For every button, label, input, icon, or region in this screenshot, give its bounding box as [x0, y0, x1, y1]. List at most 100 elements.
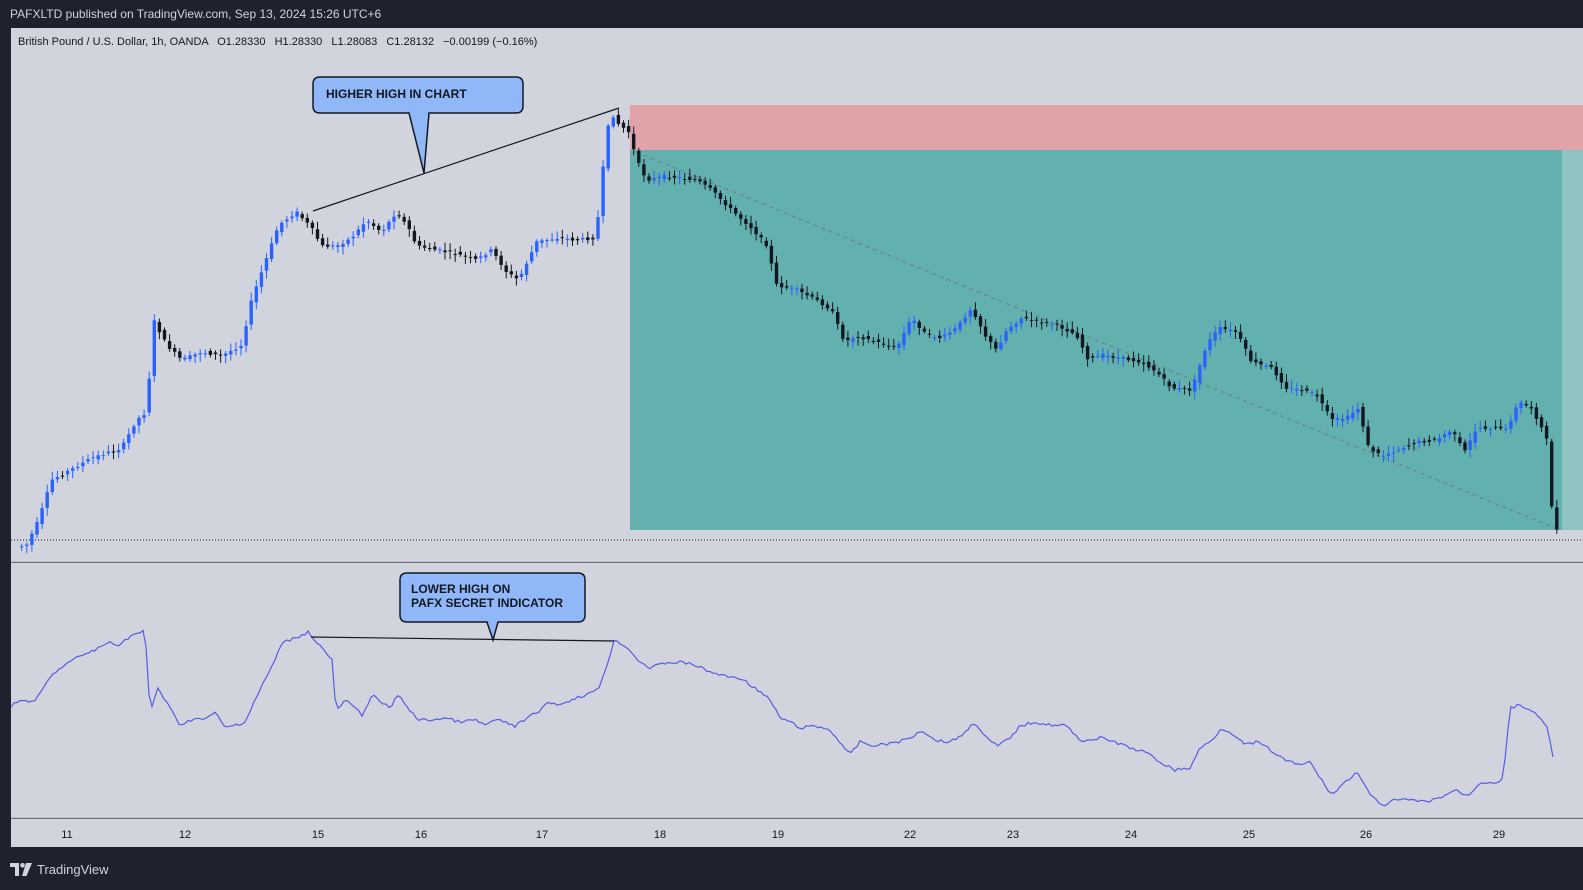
candle-body[interactable]: [25, 544, 29, 546]
candle-body[interactable]: [1065, 329, 1069, 332]
candle-body[interactable]: [254, 286, 258, 303]
candle-body[interactable]: [371, 223, 376, 226]
candle-body[interactable]: [754, 227, 758, 235]
candle-body[interactable]: [1223, 326, 1227, 330]
candle-body[interactable]: [116, 450, 121, 453]
candle-body[interactable]: [994, 341, 998, 349]
candle-body[interactable]: [881, 343, 886, 345]
candle-body[interactable]: [504, 265, 508, 272]
candle-body[interactable]: [336, 245, 340, 247]
candle-body[interactable]: [1004, 331, 1008, 342]
candle-body[interactable]: [433, 246, 437, 250]
candle-body[interactable]: [494, 248, 498, 256]
candle-body[interactable]: [1361, 406, 1365, 427]
candle-body[interactable]: [1493, 426, 1498, 428]
candle-body[interactable]: [1320, 394, 1324, 404]
candle-body[interactable]: [1295, 388, 1299, 391]
candle-body[interactable]: [540, 240, 544, 243]
candle-body[interactable]: [677, 177, 682, 179]
lower-high-trendline[interactable]: [310, 636, 615, 642]
candle-body[interactable]: [810, 294, 814, 297]
candle-body[interactable]: [392, 216, 396, 222]
candle-body[interactable]: [351, 236, 355, 239]
candle-body[interactable]: [438, 249, 442, 251]
candle-body[interactable]: [667, 177, 672, 179]
candle-body[interactable]: [535, 241, 539, 252]
candle-body[interactable]: [1111, 356, 1115, 358]
candle-body[interactable]: [1218, 327, 1222, 334]
candle-body[interactable]: [1085, 346, 1090, 360]
candle-body[interactable]: [1091, 356, 1095, 358]
candle-body[interactable]: [1259, 361, 1263, 365]
candle-body[interactable]: [259, 272, 264, 287]
candle-body[interactable]: [1335, 418, 1340, 420]
candle-body[interactable]: [295, 211, 299, 217]
candle-body[interactable]: [1024, 316, 1029, 319]
candle-body[interactable]: [285, 219, 289, 222]
candle-body[interactable]: [1264, 365, 1268, 367]
candle-body[interactable]: [65, 470, 70, 475]
candle-body[interactable]: [723, 200, 728, 206]
candle-body[interactable]: [973, 309, 978, 318]
symbol-legend[interactable]: British Pound / U.S. Dollar, 1h, OANDA O…: [18, 36, 537, 48]
candle-body[interactable]: [1427, 439, 1431, 442]
candle-body[interactable]: [718, 193, 723, 199]
candle-body[interactable]: [1397, 449, 1401, 451]
candle-body[interactable]: [50, 479, 54, 493]
candle-body[interactable]: [280, 222, 284, 233]
candle-body[interactable]: [1152, 365, 1156, 371]
candle-body[interactable]: [218, 354, 223, 356]
candle-body[interactable]: [1504, 428, 1508, 430]
candle-body[interactable]: [555, 238, 559, 241]
candle-body[interactable]: [514, 275, 519, 279]
candle-body[interactable]: [1488, 429, 1493, 431]
candle-body[interactable]: [1208, 339, 1212, 351]
candle-body[interactable]: [127, 434, 131, 443]
candle-body[interactable]: [326, 244, 330, 247]
candle-body[interactable]: [922, 328, 927, 332]
candle-body[interactable]: [876, 339, 881, 342]
candle-body[interactable]: [958, 322, 962, 330]
candle-body[interactable]: [1340, 418, 1345, 422]
candle-body[interactable]: [290, 216, 294, 219]
candle-body[interactable]: [417, 240, 422, 246]
candle-body[interactable]: [479, 256, 483, 258]
candle-body[interactable]: [1529, 406, 1533, 409]
candle-body[interactable]: [1193, 379, 1197, 392]
candle-body[interactable]: [137, 417, 141, 426]
candle-body[interactable]: [366, 221, 371, 223]
candle-body[interactable]: [830, 309, 835, 312]
candle-body[interactable]: [1080, 334, 1085, 348]
candle-body[interactable]: [688, 176, 692, 180]
candle-body[interactable]: [132, 426, 136, 434]
candle-body[interactable]: [45, 492, 49, 508]
candle-body[interactable]: [1473, 431, 1477, 443]
candle-body[interactable]: [703, 180, 707, 185]
candle-body[interactable]: [917, 321, 921, 329]
candle-body[interactable]: [152, 320, 156, 376]
candle-body[interactable]: [575, 238, 580, 241]
candle-body[interactable]: [183, 357, 187, 360]
candle-body[interactable]: [1325, 404, 1329, 412]
candle-body[interactable]: [581, 238, 585, 240]
stop-loss-zone[interactable]: [630, 105, 1583, 150]
candle-body[interactable]: [1203, 350, 1207, 368]
candle-body[interactable]: [1029, 319, 1034, 321]
candle-body[interactable]: [162, 329, 167, 340]
candle-body[interactable]: [1126, 357, 1131, 361]
candle-body[interactable]: [1182, 387, 1187, 389]
candle-body[interactable]: [1009, 326, 1013, 332]
candle-body[interactable]: [800, 288, 804, 293]
candle-body[interactable]: [1463, 442, 1467, 451]
candle-body[interactable]: [1402, 448, 1406, 450]
candle-body[interactable]: [1162, 374, 1166, 379]
candle-body[interactable]: [983, 326, 988, 337]
candle-body[interactable]: [229, 350, 233, 355]
candle-body[interactable]: [892, 345, 896, 347]
candle-body[interactable]: [382, 229, 386, 231]
candle-body[interactable]: [652, 177, 656, 181]
candle-body[interactable]: [897, 343, 901, 348]
candle-body[interactable]: [86, 459, 90, 462]
candle-body[interactable]: [428, 247, 432, 250]
candle-body[interactable]: [1381, 455, 1386, 457]
